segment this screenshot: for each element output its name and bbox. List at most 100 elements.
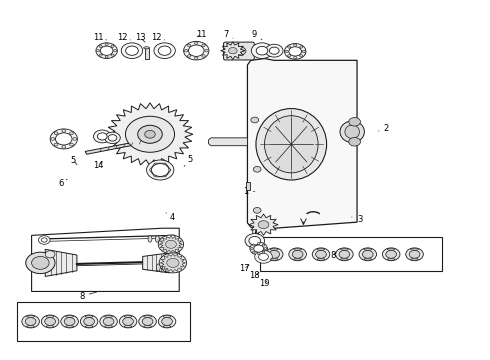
Circle shape xyxy=(312,248,330,261)
Ellipse shape xyxy=(387,248,395,250)
Ellipse shape xyxy=(27,325,34,327)
Ellipse shape xyxy=(270,248,278,250)
Polygon shape xyxy=(45,249,77,276)
Circle shape xyxy=(252,251,255,253)
Circle shape xyxy=(195,57,198,59)
Circle shape xyxy=(70,143,74,146)
Circle shape xyxy=(300,55,303,57)
Circle shape xyxy=(158,46,171,55)
Circle shape xyxy=(38,236,50,244)
Circle shape xyxy=(288,55,291,57)
Polygon shape xyxy=(208,138,247,146)
Circle shape xyxy=(108,135,117,141)
Polygon shape xyxy=(249,214,278,235)
Polygon shape xyxy=(143,253,170,273)
Circle shape xyxy=(61,315,78,328)
Circle shape xyxy=(202,55,205,57)
Circle shape xyxy=(266,248,283,261)
Circle shape xyxy=(62,130,66,132)
Text: 15: 15 xyxy=(153,172,164,181)
Circle shape xyxy=(255,250,272,263)
Circle shape xyxy=(31,256,49,269)
Circle shape xyxy=(386,250,396,258)
Ellipse shape xyxy=(27,316,34,318)
Circle shape xyxy=(167,258,179,267)
Circle shape xyxy=(409,250,420,258)
Text: 19: 19 xyxy=(259,279,270,288)
Circle shape xyxy=(142,318,153,325)
Ellipse shape xyxy=(105,325,113,327)
Circle shape xyxy=(94,130,111,143)
Text: 8: 8 xyxy=(330,251,336,260)
Text: 16: 16 xyxy=(249,229,260,238)
Circle shape xyxy=(55,133,72,145)
Circle shape xyxy=(258,221,269,229)
Circle shape xyxy=(80,315,98,328)
Polygon shape xyxy=(159,236,183,253)
Ellipse shape xyxy=(148,236,152,242)
Circle shape xyxy=(114,50,117,52)
Ellipse shape xyxy=(387,258,395,260)
Text: 17: 17 xyxy=(239,264,249,273)
Circle shape xyxy=(349,117,361,126)
Bar xyxy=(246,182,250,190)
Circle shape xyxy=(251,117,259,123)
Circle shape xyxy=(45,251,55,258)
Circle shape xyxy=(205,49,208,52)
Circle shape xyxy=(253,166,261,172)
Text: 5: 5 xyxy=(184,155,193,166)
Circle shape xyxy=(54,143,58,146)
Ellipse shape xyxy=(163,316,171,318)
Circle shape xyxy=(252,244,255,246)
Circle shape xyxy=(187,44,191,47)
Ellipse shape xyxy=(155,236,159,242)
Text: 9: 9 xyxy=(97,131,108,141)
Text: 14: 14 xyxy=(93,161,103,170)
Circle shape xyxy=(300,46,303,48)
Bar xyxy=(17,302,190,341)
Circle shape xyxy=(111,45,114,48)
Ellipse shape xyxy=(265,116,318,173)
Circle shape xyxy=(100,315,117,328)
Circle shape xyxy=(292,250,303,258)
Circle shape xyxy=(105,132,120,144)
Circle shape xyxy=(294,44,297,46)
Circle shape xyxy=(147,160,174,180)
Circle shape xyxy=(228,48,237,54)
Circle shape xyxy=(25,318,36,325)
Circle shape xyxy=(256,46,268,55)
Circle shape xyxy=(105,56,108,58)
Bar xyxy=(145,48,148,59)
Text: 12: 12 xyxy=(151,33,165,42)
Text: 2: 2 xyxy=(378,124,389,133)
Circle shape xyxy=(249,237,261,245)
Circle shape xyxy=(103,318,114,325)
Circle shape xyxy=(84,318,95,325)
Circle shape xyxy=(257,243,260,244)
Circle shape xyxy=(51,138,55,140)
Ellipse shape xyxy=(345,125,360,139)
Circle shape xyxy=(266,44,283,57)
Ellipse shape xyxy=(163,264,167,271)
Circle shape xyxy=(119,315,137,328)
Ellipse shape xyxy=(317,258,325,260)
Circle shape xyxy=(105,43,108,46)
Circle shape xyxy=(363,250,373,258)
Circle shape xyxy=(154,43,175,59)
Circle shape xyxy=(125,46,138,55)
Ellipse shape xyxy=(231,46,246,55)
Circle shape xyxy=(302,50,305,53)
Text: 6: 6 xyxy=(58,179,67,188)
Ellipse shape xyxy=(270,258,278,260)
Circle shape xyxy=(269,250,280,258)
Circle shape xyxy=(41,238,47,242)
Circle shape xyxy=(187,55,191,57)
Circle shape xyxy=(111,54,114,56)
Circle shape xyxy=(254,245,264,252)
Text: 11: 11 xyxy=(93,33,107,42)
Circle shape xyxy=(99,45,102,48)
Ellipse shape xyxy=(341,248,348,250)
Ellipse shape xyxy=(144,325,151,327)
Circle shape xyxy=(288,46,291,48)
Circle shape xyxy=(184,49,188,52)
